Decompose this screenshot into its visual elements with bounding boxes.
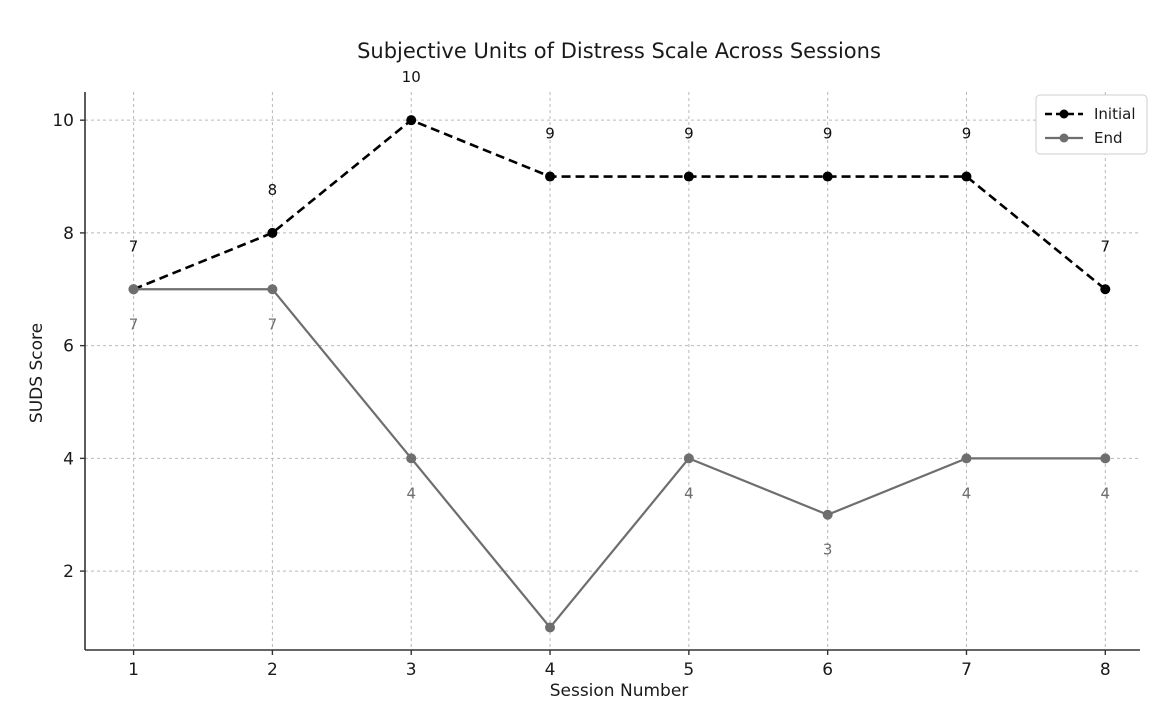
data-point-initial — [1100, 284, 1111, 295]
data-label-end: 7 — [129, 315, 139, 333]
legend-label-initial: Initial — [1094, 105, 1136, 123]
series-line-initial — [133, 118, 1107, 291]
data-label-end: 4 — [1101, 484, 1111, 502]
data-point-initial — [545, 171, 556, 182]
grid — [85, 92, 1140, 650]
axes: 1 2 3 4 5 6 7 8 2 4 6 8 10 — [52, 92, 1140, 680]
data-point-initial — [267, 227, 278, 238]
data-point-initial — [683, 171, 694, 182]
data-label-initial: 8 — [268, 181, 278, 199]
data-label-end: 7 — [268, 315, 278, 333]
data-point-end — [822, 509, 833, 520]
data-label-initial: 10 — [402, 68, 421, 86]
data-point-end — [267, 284, 278, 295]
data-label-initial: 9 — [545, 125, 555, 143]
legend-marker-end — [1059, 133, 1069, 143]
legend-items: Initial End — [1045, 105, 1136, 147]
data-point-end — [1100, 453, 1111, 464]
data-label-end: 4 — [962, 484, 972, 502]
x-axis-label: Session Number — [550, 681, 689, 701]
x-tick-label: 7 — [961, 660, 972, 680]
x-tick-label: 4 — [545, 660, 556, 680]
legend-label-end: End — [1094, 129, 1123, 147]
series — [128, 115, 1111, 633]
data-point-end — [683, 453, 694, 464]
data-label-initial: 7 — [1101, 237, 1111, 255]
x-tick-label: 2 — [267, 660, 278, 680]
x-tick-label: 1 — [128, 660, 139, 680]
data-label-end: 4 — [406, 484, 416, 502]
data-point-end — [545, 622, 556, 633]
y-tick-label: 8 — [63, 224, 74, 244]
legend-frame — [1035, 94, 1148, 155]
data-point-initial — [822, 171, 833, 182]
data-point-end — [406, 453, 417, 464]
y-tick-label: 6 — [63, 337, 74, 357]
data-point-initial — [961, 171, 972, 182]
data-label-end: 4 — [684, 484, 694, 502]
data-labels: 7 8 10 9 9 9 9 7 7 7 4 4 3 4 4 — [129, 68, 1110, 559]
x-tick-label: 5 — [683, 660, 694, 680]
x-tick-label: 3 — [406, 660, 417, 680]
x-tick-label: 8 — [1100, 660, 1111, 680]
y-tick-label: 10 — [52, 111, 74, 131]
legend-marker-initial — [1059, 109, 1069, 119]
data-label-initial: 9 — [823, 125, 833, 143]
data-label-initial: 7 — [129, 237, 139, 255]
y-tick-label: 2 — [63, 562, 74, 582]
data-point-initial — [406, 115, 417, 126]
legend: Initial End — [1035, 94, 1148, 155]
data-label-end: 3 — [823, 541, 833, 559]
x-tick-label: 6 — [822, 660, 833, 680]
data-label-initial: 9 — [684, 125, 694, 143]
data-point-end — [961, 453, 972, 464]
chart-title: Subjective Units of Distress Scale Acros… — [357, 39, 881, 63]
series-line-end — [133, 288, 1106, 629]
data-point-end — [128, 284, 139, 295]
y-axis-label: SUDS Score — [27, 323, 47, 423]
y-tick-label: 4 — [63, 449, 74, 469]
data-label-initial: 9 — [962, 125, 972, 143]
